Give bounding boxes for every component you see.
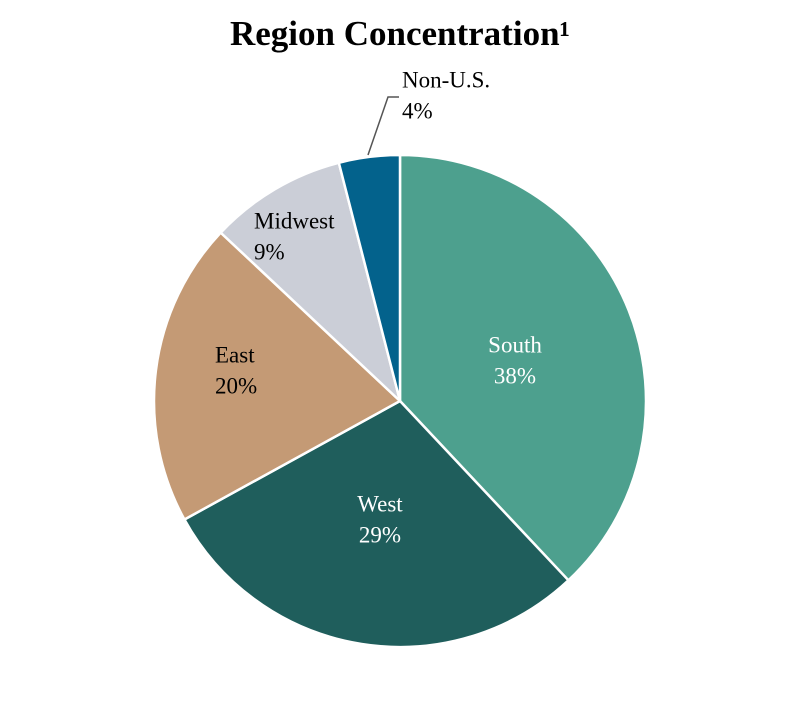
slice-value-south: 38% (494, 363, 536, 388)
slice-value-midwest: 9% (254, 239, 285, 264)
slice-label-south: South (488, 332, 542, 357)
chart-title: Region Concentration¹ (229, 14, 571, 53)
slice-labels: South 38% West 29% East 20% Midwest 9% Non-U.S. 4… (215, 67, 542, 547)
slice-value-east: 20% (215, 373, 257, 398)
pie-slice-midwest (219, 161, 402, 403)
slice-value-non-u-s: 4% (402, 98, 433, 123)
slice-label-east: East (215, 342, 255, 367)
slice-label-midwest: Midwest (254, 208, 335, 233)
slice-label-west: West (357, 491, 403, 516)
slice-value-west: 29% (359, 522, 401, 547)
pie-slice-west (183, 399, 570, 649)
pie-slice-non-u-s (337, 153, 402, 403)
pie-slices (152, 153, 648, 649)
pie-slice-south (398, 153, 648, 582)
slice-label-non-u-s: Non-U.S. (402, 67, 490, 92)
leader-line-non-u-s (367, 96, 399, 156)
leader-lines (367, 96, 399, 156)
pie-slice-east (152, 231, 402, 521)
